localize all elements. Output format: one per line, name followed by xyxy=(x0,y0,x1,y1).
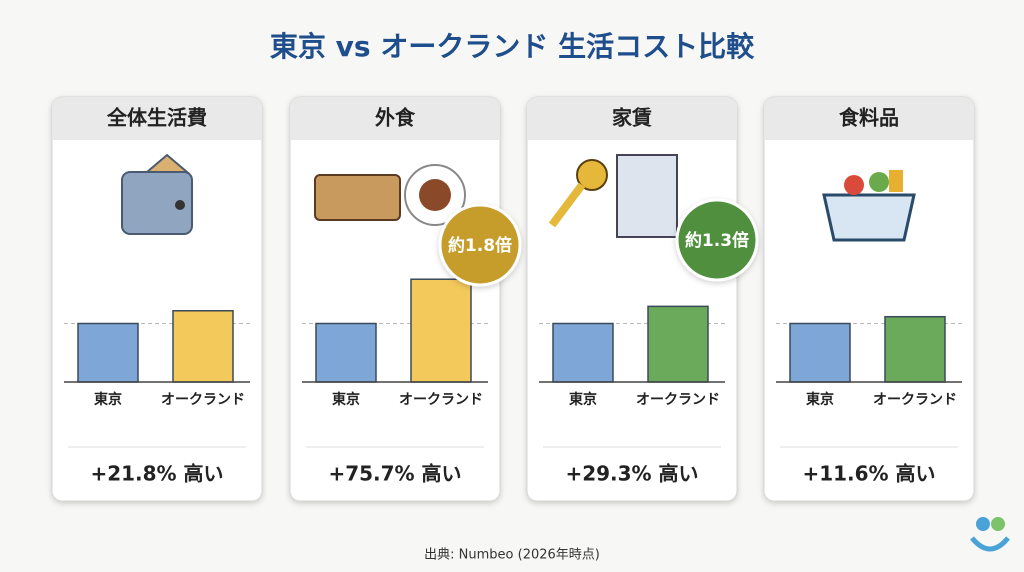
bar xyxy=(172,309,234,383)
icon-shape xyxy=(548,182,586,228)
icon-shape xyxy=(869,172,889,192)
card-header xyxy=(764,97,974,140)
icon-shape xyxy=(144,153,190,173)
bar xyxy=(315,322,377,383)
badge-label: 約1.8倍 xyxy=(448,235,512,256)
card-title: 外食 xyxy=(375,106,416,130)
card-header xyxy=(527,97,737,140)
card-title: 家賃 xyxy=(612,106,652,130)
logo xyxy=(970,517,1010,552)
bar xyxy=(647,305,709,383)
annotation: +75.7% 高い xyxy=(328,462,461,486)
bar xyxy=(884,315,946,383)
x-tick-label: 東京 xyxy=(332,391,360,408)
badge-label: 約1.3倍 xyxy=(685,230,749,251)
card-header xyxy=(52,97,262,140)
icon-shape xyxy=(822,193,916,242)
bar xyxy=(410,278,472,383)
annotation: +11.6% 高い xyxy=(802,462,935,486)
x-tick-label: 東京 xyxy=(806,391,834,408)
icon-shape xyxy=(314,174,401,221)
icon-shape xyxy=(616,154,678,238)
bar xyxy=(789,322,851,383)
bar xyxy=(552,322,614,383)
badge xyxy=(438,203,522,287)
icon-shape xyxy=(889,170,903,192)
x-tick-label: 東京 xyxy=(94,391,122,408)
card-title: 食料品 xyxy=(839,106,899,130)
x-tick-label: オークランド xyxy=(873,392,957,408)
x-tick-label: オークランド xyxy=(636,392,720,408)
icon-shape xyxy=(576,159,608,191)
x-tick-label: オークランド xyxy=(399,392,483,408)
icon-shape xyxy=(844,175,864,195)
x-tick-label: 東京 xyxy=(569,391,597,408)
page-title: 東京 vs オークランド 生活コスト比較 xyxy=(270,30,755,63)
icon-shape xyxy=(419,179,451,211)
icon-shape xyxy=(175,200,185,210)
annotation: +21.8% 高い xyxy=(90,462,223,486)
card-title: 全体生活費 xyxy=(106,106,207,130)
annotation: +29.3% 高い xyxy=(565,462,698,486)
badge xyxy=(675,198,759,282)
bar xyxy=(77,322,139,383)
x-tick-label: オークランド xyxy=(161,392,245,408)
source: 出典: Numbeo (2026年時点) xyxy=(424,548,600,563)
card-bg xyxy=(51,96,263,502)
card-bg xyxy=(763,96,975,502)
card-header xyxy=(290,97,500,140)
